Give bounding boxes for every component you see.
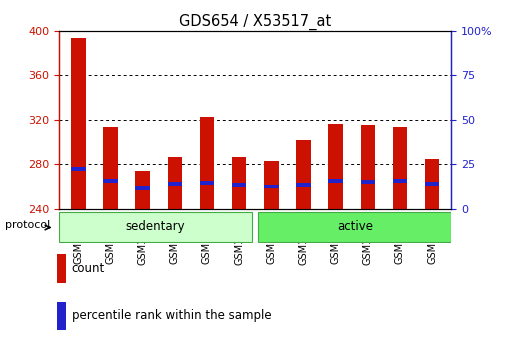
Bar (425, 159, 439, 209)
Bar (135, 186, 150, 189)
Bar (57, 254, 66, 283)
Bar (328, 179, 343, 183)
Text: percentile rank within the sample: percentile rank within the sample (72, 309, 271, 323)
Bar (71, 167, 86, 171)
Bar (71, 38, 86, 209)
Bar (264, 161, 279, 209)
Text: count: count (72, 262, 105, 275)
Bar (232, 157, 246, 209)
Bar (232, 184, 246, 187)
Text: active: active (337, 220, 373, 233)
Bar (168, 183, 182, 186)
Bar (103, 179, 117, 183)
Bar (425, 183, 439, 186)
Bar (168, 157, 182, 209)
Bar (296, 184, 311, 187)
Bar (393, 179, 407, 183)
Bar (361, 180, 375, 184)
Bar (135, 171, 150, 209)
Bar (200, 117, 214, 209)
Bar (264, 185, 279, 188)
Bar (259, 212, 451, 241)
Text: sedentary: sedentary (126, 220, 185, 233)
Bar (361, 126, 375, 209)
Bar (393, 127, 407, 209)
Title: GDS654 / X53517_at: GDS654 / X53517_at (179, 13, 331, 30)
Bar (296, 140, 311, 209)
Bar (57, 302, 66, 330)
Bar (103, 127, 117, 209)
Bar (200, 181, 214, 185)
Bar (59, 212, 252, 241)
Bar (328, 124, 343, 209)
Text: protocol: protocol (5, 220, 50, 230)
